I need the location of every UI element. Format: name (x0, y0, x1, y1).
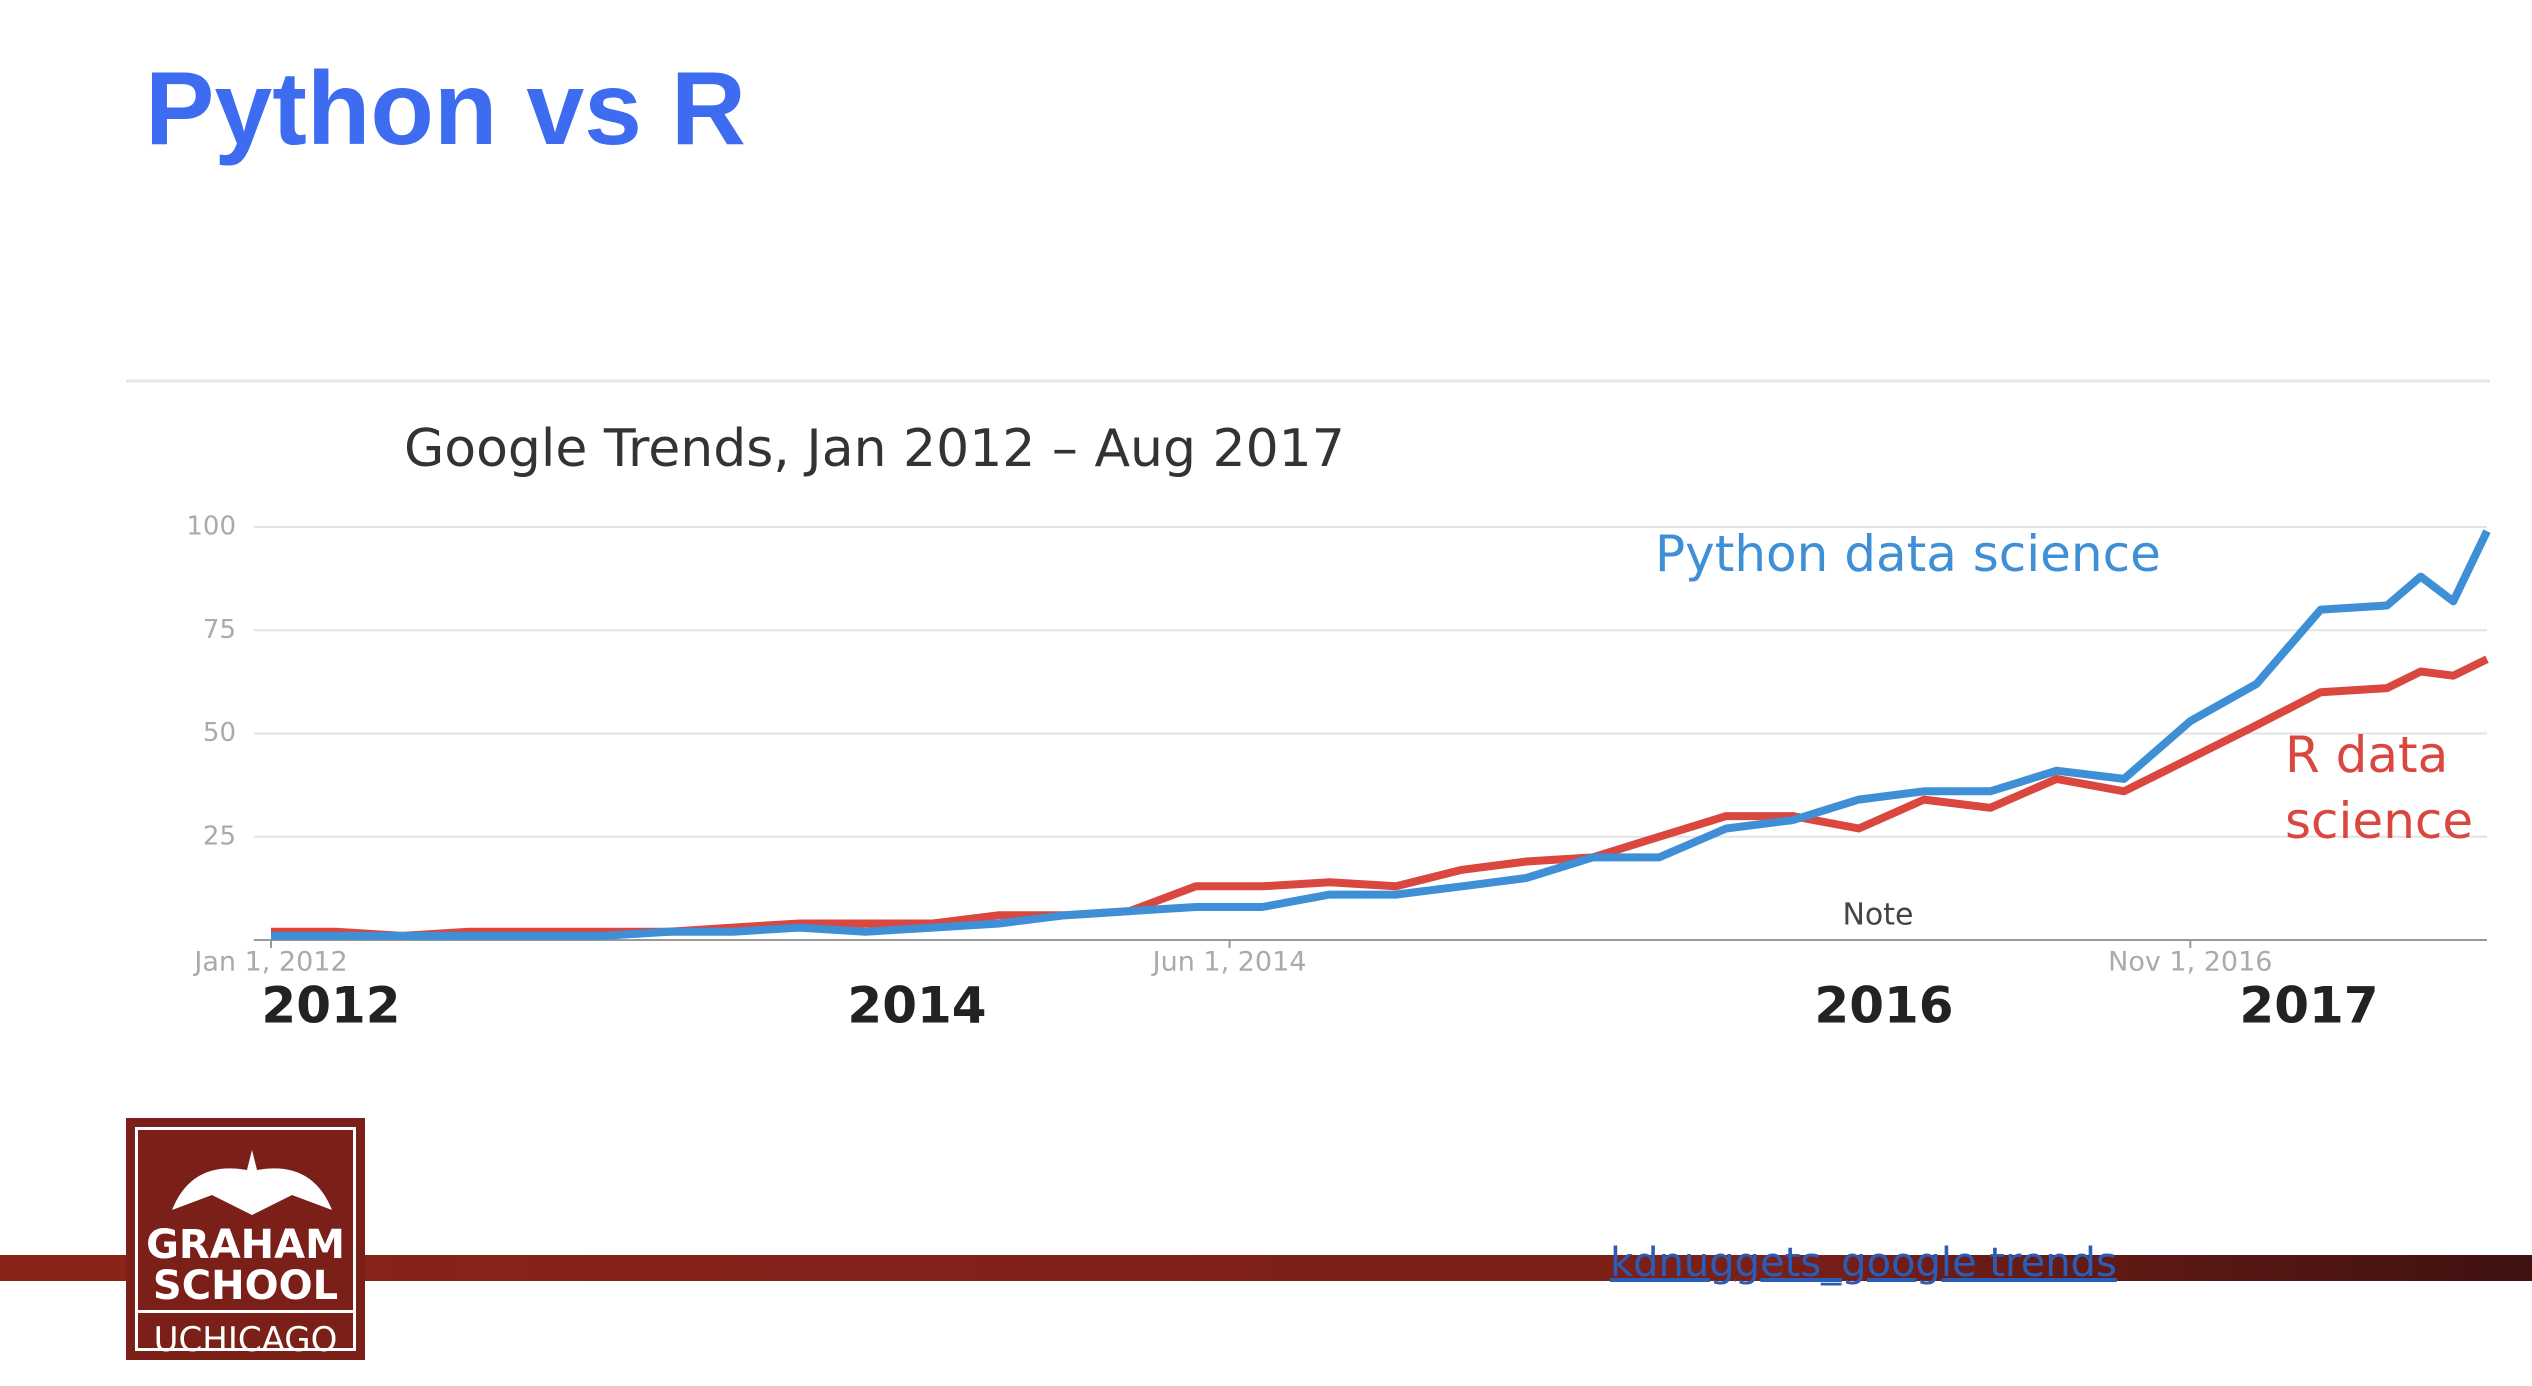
series-label: R data science (2285, 726, 2474, 850)
year-annotation: 2016 (1814, 977, 1953, 1035)
y-tick-label: 50 (203, 718, 236, 748)
year-annotation: 2017 (2239, 977, 2378, 1035)
logo-text: GRAHAM (146, 1222, 345, 1268)
note: Note (1842, 898, 1913, 933)
footer-band (0, 1255, 2532, 1281)
x-tick-label: Nov 1, 2016 (2108, 947, 2272, 978)
logo: GRAHAM SCHOOL UCHICAGO (126, 1118, 365, 1360)
series-label: Python data science (1655, 525, 2161, 583)
logo-frame: GRAHAM SCHOOL UCHICAGO (135, 1127, 356, 1360)
emblem-shape (172, 1150, 332, 1215)
logo-text: UCHICAGO (153, 1320, 338, 1360)
x-tick-label: Jan 1, 2012 (192, 947, 347, 978)
y-tick-label: 75 (203, 615, 236, 645)
x-tick-label: Jun 1, 2014 (1151, 947, 1307, 978)
series-line (271, 529, 2491, 940)
logo-emblem (172, 1150, 332, 1215)
year-annotation: 2014 (847, 977, 986, 1035)
y-tick-label: 100 (186, 512, 236, 542)
year-annotation: 2012 (261, 977, 400, 1035)
source-link[interactable]: kdnuggets_google trends (1610, 1240, 2117, 1286)
y-tick-label: 25 (203, 821, 236, 851)
logo-divider (138, 1310, 353, 1313)
chart-title: Google Trends, Jan 2012 – Aug 2017 (404, 419, 1345, 479)
logo-text: SCHOOL (152, 1263, 339, 1309)
slide-title: Python vs R (145, 51, 746, 167)
